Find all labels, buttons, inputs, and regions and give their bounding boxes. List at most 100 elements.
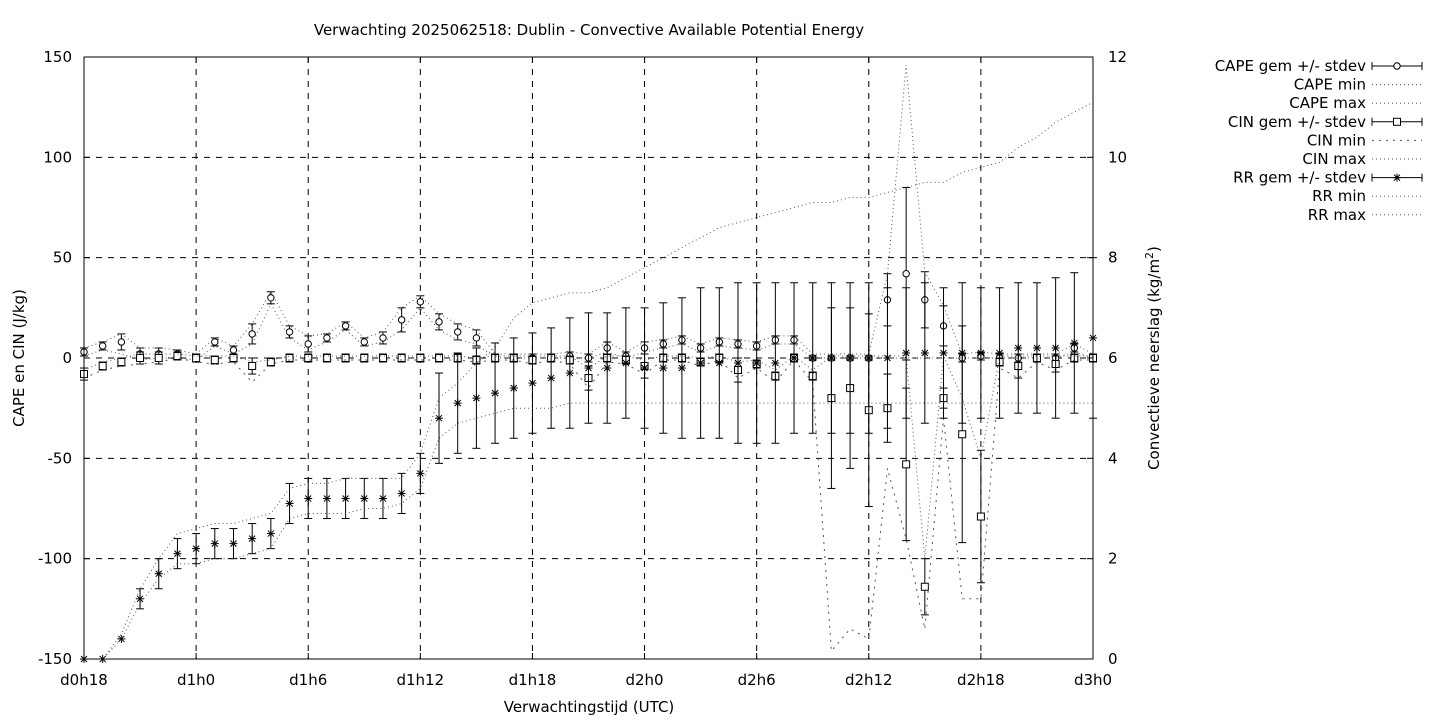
y-tick-label: 0 xyxy=(62,349,72,367)
star-stroke xyxy=(790,354,798,362)
data-point-star xyxy=(491,389,500,398)
data-point-star xyxy=(248,534,257,543)
data-point-square xyxy=(229,354,238,362)
data-point-star xyxy=(771,359,780,368)
star-stroke xyxy=(1014,344,1022,352)
star-stroke xyxy=(771,359,779,367)
y2-tick-label: 4 xyxy=(1108,449,1118,467)
data-point-star xyxy=(528,379,537,388)
data-point-star xyxy=(902,348,911,357)
star-stroke xyxy=(529,379,536,387)
data-point-star xyxy=(584,364,593,373)
star-stroke xyxy=(678,364,686,372)
data-point-star xyxy=(659,364,668,373)
data-point-square xyxy=(378,354,387,362)
x-tick-label: d1h6 xyxy=(289,671,327,689)
legend-label: CAPE gem +/- stdev xyxy=(1215,57,1366,75)
y2-tick-label: 12 xyxy=(1108,48,1127,66)
data-point-star xyxy=(621,359,630,368)
y2-tick-label: 8 xyxy=(1108,249,1118,267)
data-point-square xyxy=(154,354,163,362)
data-point-square xyxy=(1393,117,1401,126)
data-point-square xyxy=(341,354,350,362)
data-point-star xyxy=(453,399,462,408)
y2-axis-label-main: Convectieve neerslag (kg/m xyxy=(1145,259,1163,470)
star-stroke xyxy=(230,540,237,547)
data-point-square xyxy=(210,356,219,365)
y2-tick-label: 10 xyxy=(1108,148,1127,166)
y2-axis-label: Convectieve neerslag (kg/m2) xyxy=(1143,246,1163,470)
legend-label: CAPE max xyxy=(1289,94,1366,112)
y-tick-label: -100 xyxy=(38,550,72,568)
x-tick-label: d2h6 xyxy=(738,671,776,689)
star-stroke xyxy=(304,495,312,502)
star-stroke xyxy=(379,495,387,502)
data-point-circle xyxy=(472,334,481,342)
data-point-star xyxy=(715,359,724,368)
legend-label: RR gem +/- stdev xyxy=(1233,169,1366,187)
star-stroke xyxy=(622,359,630,367)
data-point-star xyxy=(958,348,967,357)
data-point-star xyxy=(864,354,873,362)
data-point-square xyxy=(360,354,369,362)
x-tick-label: d2h12 xyxy=(845,671,893,689)
data-point-star xyxy=(790,354,799,362)
star-stroke xyxy=(248,535,256,542)
star-stroke xyxy=(865,354,873,362)
star-stroke xyxy=(118,635,125,643)
y-axis-ticks: 150 100 50 0 -50 -100 -150 xyxy=(38,48,90,668)
series-line xyxy=(84,402,1093,660)
star-stroke xyxy=(828,354,835,362)
data-point-star xyxy=(1014,343,1023,352)
data-point-circle xyxy=(416,298,425,306)
data-point-circle xyxy=(323,334,331,342)
data-point-circle xyxy=(285,328,294,336)
y-axis-label: CAPE en CIN (J/kg) xyxy=(10,289,28,427)
data-point-square xyxy=(397,354,406,362)
star-stroke xyxy=(996,349,1003,357)
star-stroke xyxy=(510,384,518,392)
data-point-square xyxy=(248,362,257,371)
star-stroke xyxy=(211,540,219,547)
data-point-star xyxy=(696,359,705,368)
data-point-square xyxy=(920,582,929,591)
star-stroke xyxy=(977,349,985,357)
data-point-star xyxy=(1070,338,1079,347)
star-stroke xyxy=(585,364,592,372)
star-stroke xyxy=(566,369,574,377)
star-stroke xyxy=(715,359,723,367)
y2-axis-label-superscript: 2 xyxy=(1143,252,1156,259)
data-point-square xyxy=(192,354,201,362)
data-point-star xyxy=(472,394,481,403)
star-stroke xyxy=(1052,344,1059,352)
data-point-star xyxy=(173,549,182,558)
data-point-star xyxy=(846,354,855,362)
data-point-circle xyxy=(1393,62,1401,70)
data-point-circle xyxy=(435,318,443,326)
data-point-star xyxy=(416,469,425,478)
y2-axis-label-end: ) xyxy=(1145,246,1163,252)
star-stroke xyxy=(323,495,331,502)
data-point-star xyxy=(640,364,649,373)
star-stroke xyxy=(940,349,947,357)
y2-tick-label: 0 xyxy=(1108,650,1118,668)
data-point-star xyxy=(229,539,238,548)
star-stroke xyxy=(454,399,462,407)
data-point-square xyxy=(322,354,331,362)
data-point-circle xyxy=(902,270,910,278)
data-point-star xyxy=(752,359,761,368)
star-stroke xyxy=(659,364,667,372)
x-axis-ticks: d0h18 d1h0 d1h6 d1h12 d1h18 d2h0 d2h6 d2h12 d2h1… xyxy=(60,57,1112,689)
data-point-square xyxy=(304,354,313,362)
data-point-square xyxy=(117,358,126,367)
star-stroke xyxy=(902,349,910,357)
legend-label: CIN min xyxy=(1307,131,1366,149)
legend-label: CIN gem +/- stdev xyxy=(1228,113,1366,131)
data-point-circle xyxy=(229,346,238,354)
series-line xyxy=(84,101,1094,660)
y2-tick-label: 6 xyxy=(1108,349,1118,367)
x-tick-label: d1h0 xyxy=(177,671,215,689)
data-point-star xyxy=(266,529,275,538)
data-point-star xyxy=(976,348,985,357)
